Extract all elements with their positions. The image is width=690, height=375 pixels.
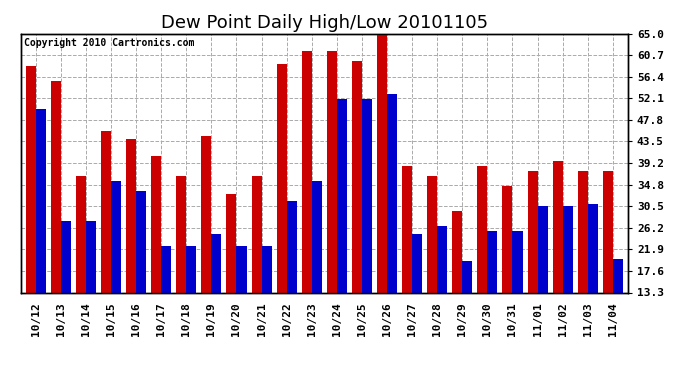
Bar	[211, 234, 221, 359]
Title: Dew Point Daily High/Low 20101105: Dew Point Daily High/Low 20101105	[161, 14, 488, 32]
Bar	[186, 246, 197, 359]
Bar	[487, 231, 497, 359]
Bar	[387, 94, 397, 359]
Bar	[412, 234, 422, 359]
Bar	[252, 176, 262, 359]
Bar	[176, 176, 186, 359]
Bar	[562, 206, 573, 359]
Bar	[452, 211, 462, 359]
Bar	[588, 204, 598, 359]
Bar	[538, 206, 548, 359]
Bar	[603, 171, 613, 359]
Bar	[226, 194, 237, 359]
Bar	[51, 81, 61, 359]
Bar	[427, 176, 437, 359]
Bar	[126, 139, 136, 359]
Bar	[286, 201, 297, 359]
Bar	[578, 171, 588, 359]
Bar	[352, 61, 362, 359]
Bar	[111, 182, 121, 359]
Bar	[437, 226, 447, 359]
Bar	[553, 161, 562, 359]
Bar	[302, 51, 312, 359]
Bar	[161, 246, 171, 359]
Bar	[312, 182, 322, 359]
Bar	[502, 186, 513, 359]
Bar	[61, 221, 71, 359]
Bar	[36, 109, 46, 359]
Bar	[613, 259, 623, 359]
Bar	[76, 176, 86, 359]
Text: Copyright 2010 Cartronics.com: Copyright 2010 Cartronics.com	[23, 38, 194, 48]
Bar	[237, 246, 246, 359]
Bar	[362, 99, 372, 359]
Bar	[201, 136, 211, 359]
Bar	[402, 166, 412, 359]
Bar	[337, 99, 347, 359]
Bar	[262, 246, 272, 359]
Bar	[327, 51, 337, 359]
Bar	[462, 261, 473, 359]
Bar	[377, 31, 387, 359]
Bar	[26, 66, 36, 359]
Bar	[151, 156, 161, 359]
Bar	[277, 64, 286, 359]
Bar	[477, 166, 487, 359]
Bar	[86, 221, 96, 359]
Bar	[136, 191, 146, 359]
Bar	[101, 131, 111, 359]
Bar	[513, 231, 522, 359]
Bar	[528, 171, 538, 359]
